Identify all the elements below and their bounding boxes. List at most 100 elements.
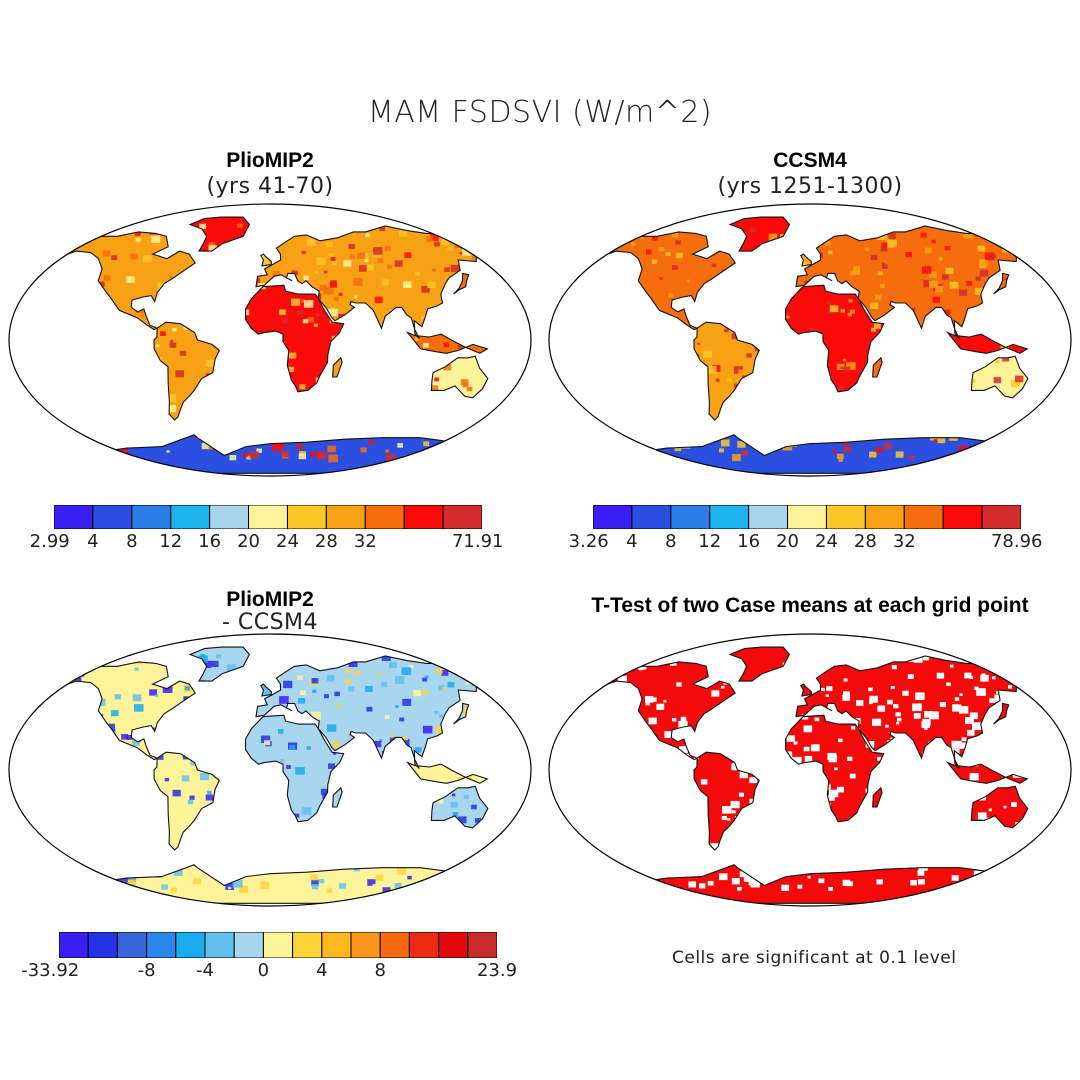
- colorbar-label: 16: [198, 531, 222, 552]
- colorbar-label: 0: [257, 960, 270, 981]
- colorbar-label: 8: [374, 960, 386, 981]
- panel-tr-subtitle: (yrs 1251-1300): [717, 174, 903, 199]
- colorbar-swatch: [233, 932, 264, 958]
- map-br: [548, 633, 1072, 907]
- panel-tl-title: PlioMIP2: [226, 149, 314, 172]
- map-frame: [8, 203, 532, 477]
- panel-bl-title: PlioMIP2: [226, 588, 314, 611]
- land-samerica: [694, 322, 760, 420]
- land-greenland: [730, 647, 790, 682]
- land-namerica: [596, 231, 736, 330]
- land-eurasia: [796, 226, 1038, 339]
- land-uk: [800, 684, 812, 696]
- colorbar-swatch: [209, 505, 250, 529]
- colorbar-swatch: [631, 505, 672, 529]
- colorbar-swatch: [286, 505, 327, 529]
- land-antarctica: [58, 864, 482, 904]
- colorbar-swatch: [438, 932, 469, 958]
- land-madagascar: [872, 787, 883, 807]
- colorbar-swatch: [981, 505, 1021, 529]
- panel-bl-subtitle: - CCSM4: [221, 610, 319, 635]
- colorbar-swatch: [321, 932, 352, 958]
- colorbar-swatch: [748, 505, 789, 529]
- colorbar-swatch: [204, 932, 235, 958]
- colorbar-label: -8: [137, 960, 156, 981]
- land-eurasia: [256, 226, 498, 339]
- colorbar-label: -4: [196, 960, 214, 981]
- land-madagascar: [872, 357, 883, 377]
- colorbar-label: 12: [698, 531, 722, 552]
- figure-title: MAM FSDSVI (W/m^2): [367, 95, 713, 130]
- land-africa: [245, 285, 344, 392]
- colorbar-swatch: [467, 932, 497, 958]
- colorbar-swatch: [942, 505, 983, 529]
- colorbar-label: 24: [276, 531, 299, 552]
- colorbar-label: 4: [626, 531, 638, 552]
- colorbar-swatch: [709, 505, 750, 529]
- colorbar-label: 32: [353, 531, 377, 552]
- colorbar-swatch: [87, 932, 118, 958]
- colorbar-swatch: [170, 505, 211, 529]
- significance-note: Cells are significant at 0.1 level: [672, 948, 957, 968]
- panel-tr-title: CCSM4: [773, 149, 847, 172]
- colorbar-swatch: [262, 932, 294, 958]
- colorbar-label: 2.99: [29, 531, 70, 552]
- colorbar-label: 20: [776, 531, 799, 552]
- map-bl: [8, 633, 532, 907]
- colorbar-tl: [54, 505, 482, 529]
- colorbar-swatch: [59, 932, 89, 958]
- colorbar-label: 3.26: [568, 531, 609, 552]
- colorbar-swatch: [408, 932, 440, 958]
- land-antarctica: [598, 864, 1022, 904]
- land-uk: [260, 684, 272, 696]
- colorbar-label: 24: [815, 531, 838, 552]
- colorbar-swatch: [248, 505, 288, 529]
- land-madagascar: [332, 787, 343, 807]
- colorbar-swatch: [787, 505, 827, 529]
- colorbar-label: 20: [237, 531, 260, 552]
- colorbar-swatch: [825, 505, 866, 529]
- colorbar-swatch: [864, 505, 905, 529]
- panel-br-title: T-Test of two Case means at each grid po…: [591, 594, 1029, 617]
- colorbar-swatch: [364, 505, 405, 529]
- colorbar-swatch: [92, 505, 133, 529]
- colorbar-tr: [593, 505, 1021, 529]
- map-tl: [8, 203, 532, 477]
- colorbar-label: 23.9: [476, 960, 518, 981]
- colorbar-swatch: [670, 505, 711, 529]
- colorbar-label: 71.91: [451, 531, 504, 552]
- colorbar-label: 16: [737, 531, 761, 552]
- colorbar-swatch: [379, 932, 410, 958]
- colorbar-swatch: [442, 505, 482, 529]
- colorbar-label: 4: [316, 960, 328, 981]
- colorbar-swatch: [593, 505, 633, 529]
- colorbar-swatch: [292, 932, 323, 958]
- land-antarctica: [598, 434, 1022, 474]
- land-greenland: [730, 217, 790, 252]
- colorbar-swatch: [403, 505, 444, 529]
- land-japan: [453, 273, 469, 295]
- colorbar-bl: [59, 932, 497, 958]
- colorbar-label: 78.96: [990, 531, 1043, 552]
- colorbar-label: 8: [665, 531, 677, 552]
- land-namerica: [56, 661, 196, 760]
- field-texture: [33, 221, 519, 463]
- colorbar-swatch: [54, 505, 94, 529]
- colorbar-swatch: [350, 932, 381, 958]
- land-eurasia: [796, 656, 1038, 769]
- colorbar-label: -33.92: [21, 960, 80, 981]
- land-antarctica: [58, 434, 482, 474]
- map-tr: [548, 203, 1072, 477]
- colorbar-label: 28: [853, 531, 877, 552]
- land-namerica: [56, 231, 196, 330]
- land-africa: [785, 285, 884, 392]
- panel-tl-subtitle: (yrs 41-70): [206, 174, 334, 199]
- colorbar-swatch: [903, 505, 944, 529]
- field-texture: [567, 222, 1060, 462]
- colorbar-label: 8: [126, 531, 138, 552]
- colorbar-swatch: [175, 932, 206, 958]
- map-frame: [548, 203, 1072, 477]
- colorbar-label: 12: [159, 531, 183, 552]
- land-japan: [993, 703, 1009, 725]
